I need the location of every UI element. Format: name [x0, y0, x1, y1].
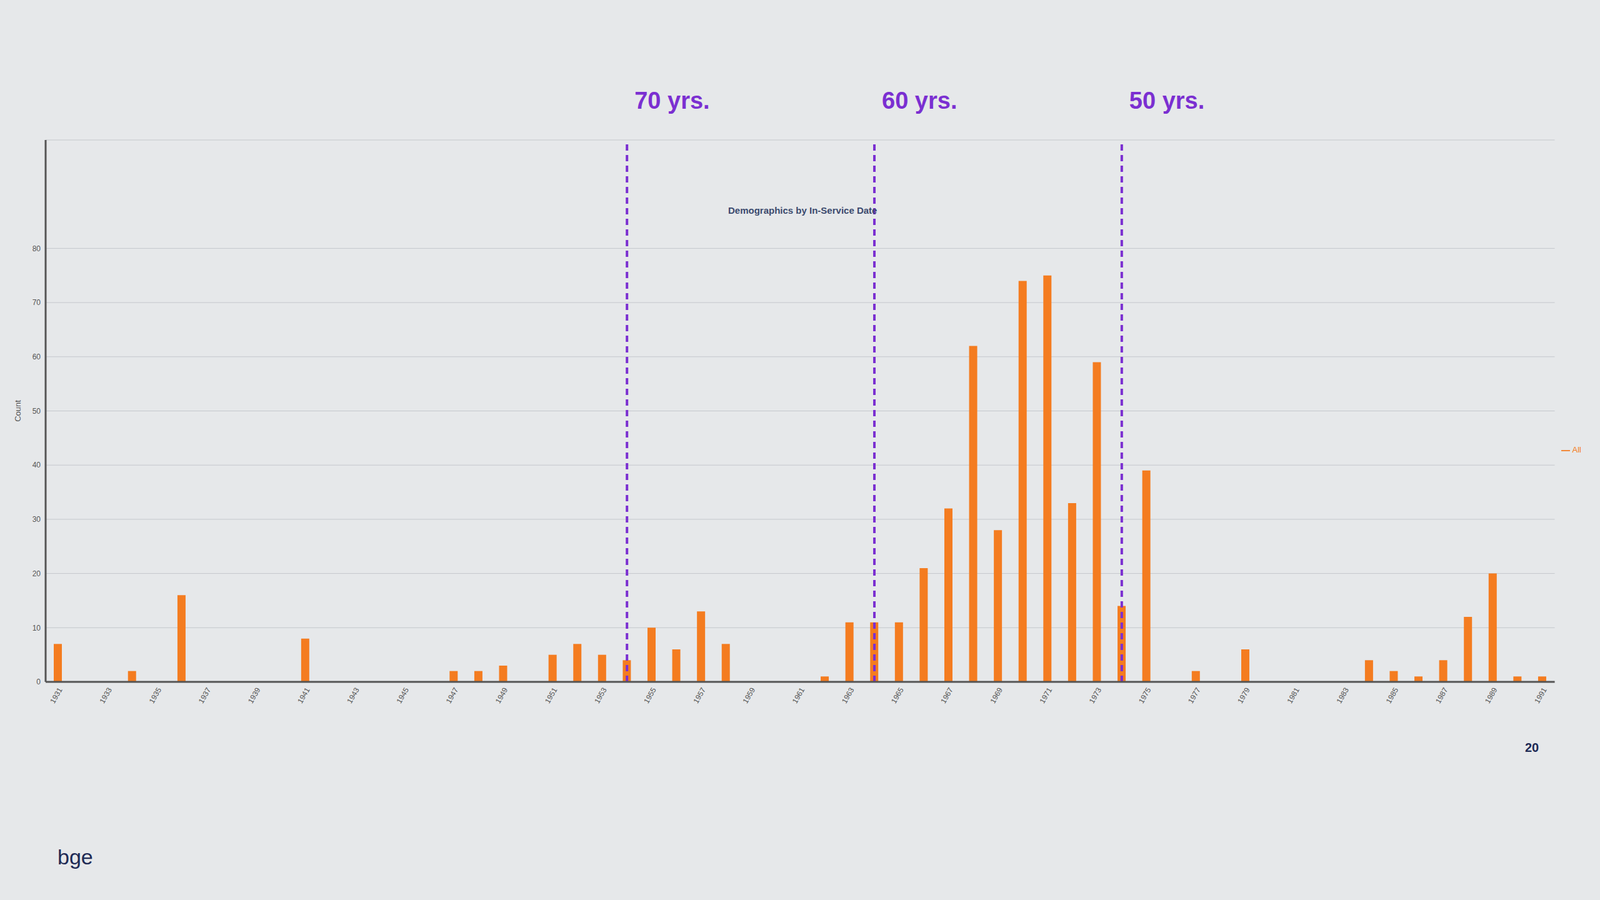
svg-text:80: 80 — [32, 244, 42, 254]
svg-text:1949: 1949 — [493, 685, 510, 705]
svg-text:60 yrs.: 60 yrs. — [881, 87, 957, 114]
svg-text:20: 20 — [32, 569, 42, 579]
html-text:Demographics by In-Service Dat: Demographics by In-Service Date — [728, 205, 878, 216]
svg-text:0: 0 — [36, 677, 41, 687]
svg-text:1987: 1987 — [1433, 685, 1450, 705]
svg-text:1991: 1991 — [1532, 685, 1549, 705]
svg-text:1939: 1939 — [246, 685, 263, 705]
svg-text:1951: 1951 — [543, 685, 560, 705]
svg-text:1947: 1947 — [444, 685, 461, 705]
svg-text:1977: 1977 — [1186, 685, 1203, 705]
svg-text:1989: 1989 — [1483, 685, 1500, 705]
svg-text:1959: 1959 — [741, 685, 758, 705]
svg-text:70 yrs.: 70 yrs. — [634, 87, 710, 114]
svg-text:40: 40 — [32, 460, 42, 470]
svg-text:1985: 1985 — [1384, 685, 1401, 705]
svg-text:1935: 1935 — [147, 685, 164, 705]
svg-text:1931: 1931 — [48, 685, 65, 705]
svg-text:1971: 1971 — [1038, 685, 1055, 705]
svg-text:1973: 1973 — [1087, 685, 1104, 705]
svg-text:1965: 1965 — [889, 685, 906, 705]
svg-text:1983: 1983 — [1335, 685, 1352, 705]
svg-text:50: 50 — [32, 406, 42, 416]
svg-text:1981: 1981 — [1285, 685, 1302, 705]
svg-text:1969: 1969 — [988, 685, 1005, 705]
svg-text:1933: 1933 — [97, 685, 114, 705]
svg-text:1953: 1953 — [592, 685, 609, 705]
svg-text:60: 60 — [32, 352, 42, 362]
svg-text:1979: 1979 — [1235, 685, 1252, 705]
svg-text:1961: 1961 — [790, 685, 807, 705]
svg-text:1955: 1955 — [641, 685, 659, 705]
html-text:20: 20 — [1525, 740, 1539, 755]
svg-text:10: 10 — [32, 623, 42, 633]
svg-text:30: 30 — [32, 515, 42, 524]
svg-text:50 yrs.: 50 yrs. — [1129, 87, 1205, 114]
svg-text:1967: 1967 — [938, 685, 955, 705]
svg-text:Count: Count — [13, 400, 23, 422]
html-text:bge: bge — [57, 845, 93, 869]
svg-text:1943: 1943 — [345, 685, 362, 705]
html-text:All: All — [1572, 445, 1582, 455]
svg-text:1937: 1937 — [196, 685, 214, 705]
svg-text:1963: 1963 — [840, 685, 857, 705]
svg-text:1957: 1957 — [691, 685, 708, 705]
svg-text:1945: 1945 — [394, 685, 411, 705]
svg-text:1975: 1975 — [1136, 685, 1154, 705]
svg-text:70: 70 — [32, 298, 42, 307]
svg-text:1941: 1941 — [295, 685, 312, 705]
